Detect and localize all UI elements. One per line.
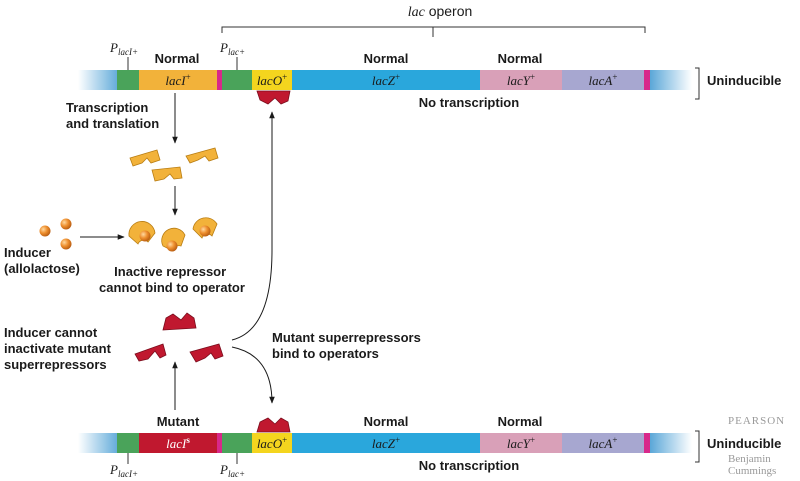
bottom-promoter-lac xyxy=(222,433,252,453)
arrow-to-bottom-operator xyxy=(231,346,275,404)
bottom-lacY-text: lacY+ xyxy=(507,435,535,451)
top-side-label: Uninducible xyxy=(707,73,781,88)
inactive-repressors xyxy=(128,217,218,252)
bottom-promoter-lac-label: Plac+ xyxy=(219,462,245,479)
transcription-label: Transcription and translation xyxy=(66,100,159,131)
bottom-gene-lacI-mutant xyxy=(139,433,217,453)
top-lacO-text: lacO+ xyxy=(257,72,287,88)
operon-label: lac operon xyxy=(408,3,473,20)
bottom-lacI-text: lacIs xyxy=(166,435,190,451)
bottom-gene-lacZ xyxy=(292,433,480,453)
bottom-side-label: Uninducible xyxy=(707,436,781,451)
top-gene-lacZ xyxy=(292,70,480,90)
bottom-status: No transcription xyxy=(419,458,519,473)
bottom-promoter-lacI xyxy=(117,433,139,453)
top-normal-label-lacZ: Normal xyxy=(364,51,409,66)
svg-text:Benjamin: Benjamin xyxy=(728,453,771,465)
bottom-operator xyxy=(252,433,292,453)
bottom-lacO-text: lacO+ xyxy=(257,435,287,451)
top-promoter-lac xyxy=(222,70,252,90)
svg-text:Cummings: Cummings xyxy=(728,465,776,477)
top-lacY-text: lacY+ xyxy=(507,72,535,88)
bottom-lacA-text: lacA+ xyxy=(589,435,618,451)
top-normal-label-lacY: Normal xyxy=(498,51,543,66)
superrepressor-label: Mutant superrepressors bind to operators xyxy=(272,330,424,361)
bottom-lacZ-text: lacZ+ xyxy=(372,435,400,451)
top-gene-lacA xyxy=(562,70,644,90)
top-promoter-lacI-label: PlacI+ xyxy=(109,40,138,57)
bottom-mutant-label: Mutant xyxy=(157,414,200,429)
bottom-bound-superrepressor xyxy=(256,417,291,433)
svg-text:PEARSON: PEARSON xyxy=(728,415,785,427)
publisher-watermark: PEARSON Benjamin Cummings xyxy=(728,415,785,477)
inducer-label: Inducer (allolactose) xyxy=(4,245,80,276)
top-promoter-lacI xyxy=(117,70,139,90)
operon-bracket xyxy=(221,26,646,37)
top-lacA-text: lacA+ xyxy=(589,72,618,88)
bottom-gene-lacA xyxy=(562,433,644,453)
top-gene-lacI xyxy=(139,70,217,90)
top-lacZ-text: lacZ+ xyxy=(372,72,400,88)
top-status: No transcription xyxy=(419,95,519,110)
inactive-repressor-label: Inactive repressor cannot bind to operat… xyxy=(99,264,245,295)
mutant-superrepressors xyxy=(134,312,224,363)
bottom-normal-label-lacY: Normal xyxy=(498,414,543,429)
bottom-normal-label-lacZ: Normal xyxy=(364,414,409,429)
inducer-cannot-label: Inducer cannot inactivate mutant superre… xyxy=(4,325,115,372)
arrow-to-top-operator xyxy=(231,111,275,341)
top-gene-lacY xyxy=(480,70,562,90)
top-normal-label-lacI: Normal xyxy=(155,51,200,66)
bottom-gene-lacY xyxy=(480,433,562,453)
top-dna-strand xyxy=(78,70,692,90)
bottom-dna-strand xyxy=(78,433,692,453)
top-promoter-lac-label: Plac+ xyxy=(219,40,245,57)
top-bound-superrepressor xyxy=(256,90,291,105)
inducer-molecules xyxy=(39,218,72,250)
repressor-monomers xyxy=(129,147,219,182)
bottom-promoter-lacI-label: PlacI+ xyxy=(109,462,138,479)
top-operator xyxy=(252,70,292,90)
top-lacI-text: lacI+ xyxy=(165,72,190,88)
